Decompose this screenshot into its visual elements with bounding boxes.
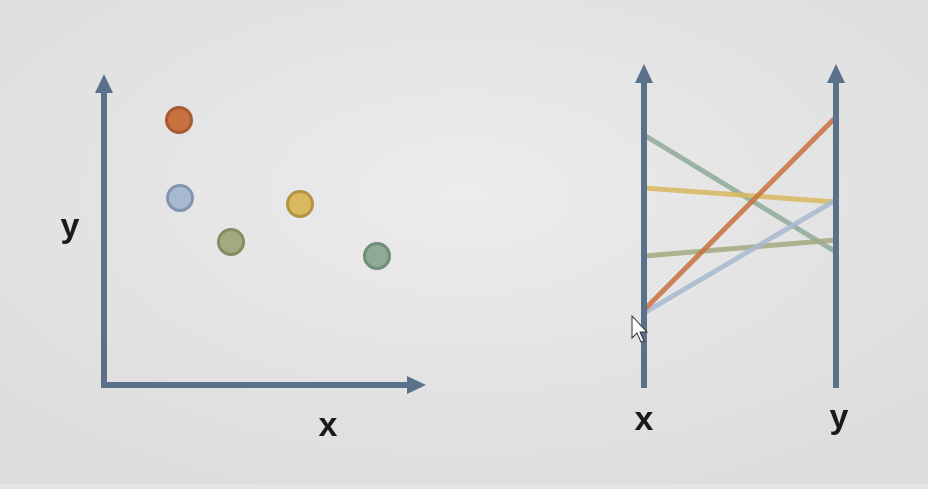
scatter-plot: y x [61,74,426,444]
cursor [631,314,649,343]
x-label: x [319,406,338,444]
point [217,228,245,256]
line [641,237,839,259]
point [165,106,193,134]
axis-arrow [635,64,653,83]
point [286,190,314,218]
axis-label: y [830,398,849,436]
y-arrow [95,74,113,93]
axis-label: x [635,400,654,438]
point [363,242,391,270]
y-label: y [61,207,80,245]
line [641,114,839,313]
parallel-coordinates: x y [635,64,849,438]
axis-arrow [827,64,845,83]
line [641,185,839,205]
x-arrow [407,376,426,394]
line [641,197,839,316]
point [166,184,194,212]
